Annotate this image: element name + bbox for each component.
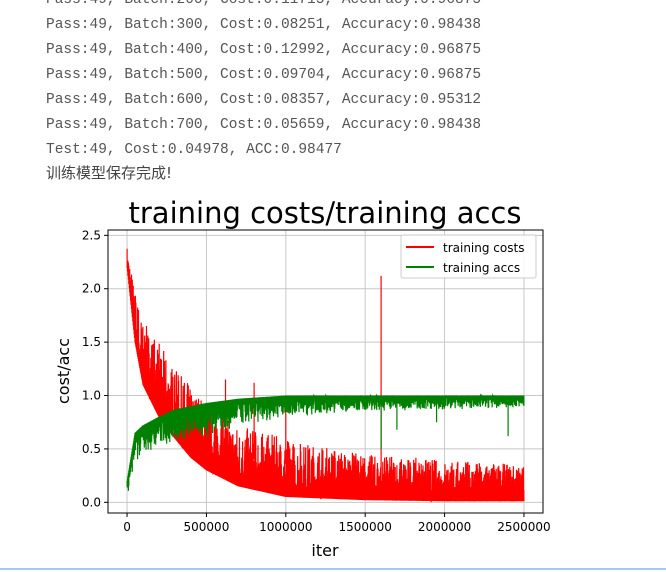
y-tick-label: 2.0: [82, 282, 101, 296]
log-line: Pass:49, Batch:500, Cost:0.09704, Accura…: [46, 67, 482, 83]
chart-title: training costs/training accs: [129, 196, 522, 230]
y-tick-label: 2.5: [82, 228, 101, 242]
log-line: Test:49, Cost:0.04978, ACC:0.98477: [46, 142, 342, 158]
x-tick-label: 500000: [184, 520, 230, 534]
log-line: Pass:49, Batch:600, Cost:0.08357, Accura…: [46, 92, 482, 108]
training-log: Pass:49, Batch:200, Cost:0.11715, Accura…: [46, 0, 481, 163]
log-line: Pass:49, Batch:400, Cost:0.12992, Accura…: [46, 42, 482, 58]
x-tick-label: 1500000: [338, 520, 391, 534]
x-axis-label: iter: [311, 541, 339, 560]
chart: training costs/training accs 0 500000 1000…: [54, 196, 551, 560]
y-tick-label: 1.5: [82, 335, 101, 349]
axes-frame: [107, 229, 544, 514]
legend: training costs training accs: [400, 234, 537, 279]
y-tick-label: 1.0: [82, 389, 101, 403]
y-axis-label: cost/acc: [54, 338, 73, 404]
x-tick-label: 2000000: [418, 520, 471, 534]
save-complete-message: 训练模型保存完成!: [46, 164, 173, 182]
x-tick-label: 1000000: [259, 520, 312, 534]
cell-border: [0, 568, 666, 570]
legend-label-costs: training costs: [443, 241, 524, 255]
y-tick-label: 0.0: [82, 495, 101, 509]
x-tick-label: 0: [123, 520, 131, 534]
log-line: Pass:49, Batch:700, Cost:0.05659, Accura…: [46, 117, 482, 133]
legend-label-accs: training accs: [443, 261, 520, 275]
log-line: Pass:49, Batch:300, Cost:0.08251, Accura…: [46, 17, 482, 33]
log-line: Pass:49, Batch:200, Cost:0.11715, Accura…: [46, 0, 482, 8]
x-tick-label: 2500000: [497, 520, 550, 534]
series-line-training-accs: [126, 393, 525, 491]
y-tick-label: 0.5: [82, 442, 101, 456]
series-line-training-costs: [126, 248, 525, 503]
